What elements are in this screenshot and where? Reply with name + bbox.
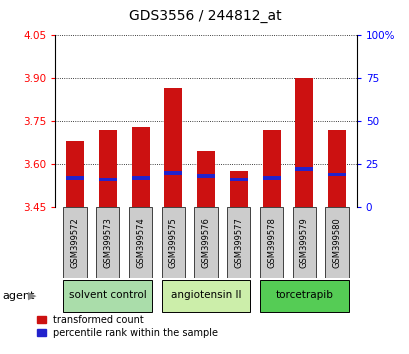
- Text: GSM399580: GSM399580: [332, 217, 341, 268]
- Bar: [63, 207, 86, 278]
- Bar: [66, 141, 84, 207]
- Bar: [99, 178, 117, 182]
- Text: GSM399577: GSM399577: [234, 217, 243, 268]
- Text: GDS3556 / 244812_at: GDS3556 / 244812_at: [128, 9, 281, 23]
- Bar: [227, 207, 250, 278]
- Bar: [294, 167, 312, 171]
- Bar: [131, 176, 149, 180]
- Text: angiotensin II: angiotensin II: [171, 290, 240, 300]
- Bar: [131, 127, 149, 207]
- Text: GSM399573: GSM399573: [103, 217, 112, 268]
- Text: torcetrapib: torcetrapib: [275, 290, 333, 300]
- Bar: [229, 171, 247, 207]
- Bar: [194, 207, 217, 278]
- Bar: [197, 174, 214, 178]
- Bar: [294, 78, 312, 207]
- Bar: [161, 207, 184, 278]
- Legend: transformed count, percentile rank within the sample: transformed count, percentile rank withi…: [35, 313, 220, 339]
- Text: GSM399575: GSM399575: [169, 217, 178, 268]
- Bar: [161, 280, 250, 312]
- Bar: [128, 207, 152, 278]
- Bar: [164, 88, 182, 207]
- Text: GSM399574: GSM399574: [136, 217, 145, 268]
- Bar: [96, 207, 119, 278]
- Bar: [229, 178, 247, 182]
- Bar: [99, 130, 117, 207]
- Text: solvent control: solvent control: [69, 290, 146, 300]
- Text: agent: agent: [2, 291, 34, 301]
- Text: ▶: ▶: [28, 291, 36, 301]
- Bar: [66, 176, 84, 180]
- Bar: [259, 207, 283, 278]
- Bar: [325, 207, 348, 278]
- Bar: [262, 130, 280, 207]
- Text: GSM399572: GSM399572: [70, 217, 79, 268]
- Bar: [259, 280, 348, 312]
- Bar: [164, 171, 182, 175]
- Bar: [327, 130, 345, 207]
- Bar: [262, 176, 280, 180]
- Bar: [197, 151, 214, 207]
- Text: GSM399576: GSM399576: [201, 217, 210, 268]
- Text: GSM399578: GSM399578: [266, 217, 275, 268]
- Bar: [63, 280, 152, 312]
- Text: GSM399579: GSM399579: [299, 217, 308, 268]
- Bar: [292, 207, 315, 278]
- Bar: [327, 173, 345, 176]
